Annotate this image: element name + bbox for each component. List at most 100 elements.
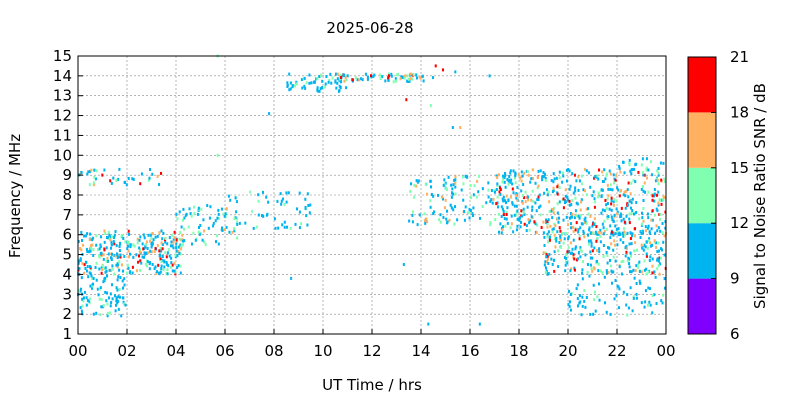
snr-cell (505, 213, 508, 216)
snr-cell (409, 72, 412, 76)
snr-cell (300, 78, 303, 82)
snr-cell (648, 231, 651, 235)
snr-cell (190, 214, 193, 218)
snr-cell (139, 235, 142, 239)
snr-cell (410, 182, 413, 186)
snr-cell (502, 195, 505, 199)
snr-cell (655, 224, 658, 228)
snr-cell (335, 72, 338, 76)
snr-cell (140, 172, 143, 176)
snr-cell (98, 297, 101, 301)
snr-cell (469, 184, 472, 187)
snr-cell (552, 211, 555, 215)
snr-cell (578, 179, 581, 183)
snr-cell (154, 235, 157, 239)
snr-cell (80, 248, 83, 252)
snr-cell (161, 237, 164, 241)
snr-cell (452, 192, 455, 196)
snr-cell (499, 192, 502, 196)
snr-cell (531, 189, 534, 193)
snr-cell (534, 201, 537, 205)
snr-cell (534, 222, 537, 226)
snr-cell (160, 264, 163, 268)
snr-cell (189, 212, 192, 216)
snr-cell (637, 265, 640, 269)
snr-cell (562, 171, 565, 175)
snr-cell (286, 81, 289, 85)
snr-cell (81, 243, 84, 247)
snr-cell (157, 263, 160, 267)
snr-cell (630, 211, 633, 215)
snr-cell (547, 190, 550, 194)
snr-cell (542, 231, 545, 235)
snr-cell (629, 231, 632, 235)
snr-cell (651, 294, 654, 298)
snr-cell (530, 215, 533, 219)
snr-cell (525, 229, 528, 233)
snr-cell (605, 271, 608, 275)
snr-cell (426, 192, 429, 196)
snr-cell (110, 258, 113, 261)
snr-cell (574, 186, 577, 190)
snr-cell (329, 72, 332, 76)
snr-cell (594, 309, 597, 313)
snr-cell (89, 265, 92, 269)
snr-cell (441, 195, 444, 199)
snr-cell (485, 201, 488, 205)
snr-cell (613, 215, 616, 219)
snr-cell (396, 72, 399, 76)
snr-cell (597, 191, 600, 195)
snr-cell (430, 185, 433, 189)
snr-cell (626, 259, 629, 263)
snr-cell (625, 246, 628, 250)
snr-cell (188, 207, 191, 211)
snr-cell (447, 175, 450, 179)
snr-cell (432, 76, 435, 80)
snr-cell (495, 188, 498, 191)
y-tick-label: 1 (62, 325, 72, 343)
snr-cell (564, 263, 567, 267)
snr-cell (90, 244, 93, 248)
snr-cell (324, 82, 327, 86)
snr-cell (571, 247, 574, 251)
snr-cell (565, 168, 568, 172)
snr-cell (172, 240, 175, 244)
snr-cell (628, 221, 631, 225)
snr-cell (554, 224, 557, 228)
snr-cell (623, 227, 626, 231)
snr-cell (569, 212, 572, 215)
snr-cell (173, 236, 176, 240)
snr-cell (80, 309, 83, 313)
snr-cell (86, 232, 89, 236)
snr-cell (476, 179, 479, 183)
snr-cell (123, 277, 126, 281)
snr-cell (323, 85, 326, 89)
snr-cell (170, 265, 173, 269)
snr-cell (645, 168, 648, 172)
snr-cell (648, 230, 651, 234)
snr-cell (503, 176, 506, 179)
snr-cell (166, 251, 169, 255)
snr-cell (654, 179, 657, 183)
snr-cell (118, 167, 121, 171)
snr-cell (432, 194, 435, 198)
snr-cell (554, 245, 557, 249)
snr-cell (119, 255, 122, 259)
snr-cell (416, 223, 419, 227)
snr-cell (645, 254, 648, 258)
snr-cell (542, 220, 545, 224)
snr-cell (613, 181, 616, 185)
snr-cell (527, 195, 530, 199)
snr-cell (298, 210, 301, 214)
snr-cell (589, 239, 592, 243)
snr-cell (467, 211, 470, 215)
snr-cell (487, 181, 490, 185)
snr-cell (499, 188, 502, 191)
snr-cell (168, 236, 171, 240)
snr-cell (265, 195, 268, 199)
snr-cell (566, 195, 569, 199)
snr-cell (551, 228, 554, 232)
snr-cell (510, 178, 513, 182)
snr-cell (626, 231, 629, 235)
snr-cell (330, 81, 333, 85)
